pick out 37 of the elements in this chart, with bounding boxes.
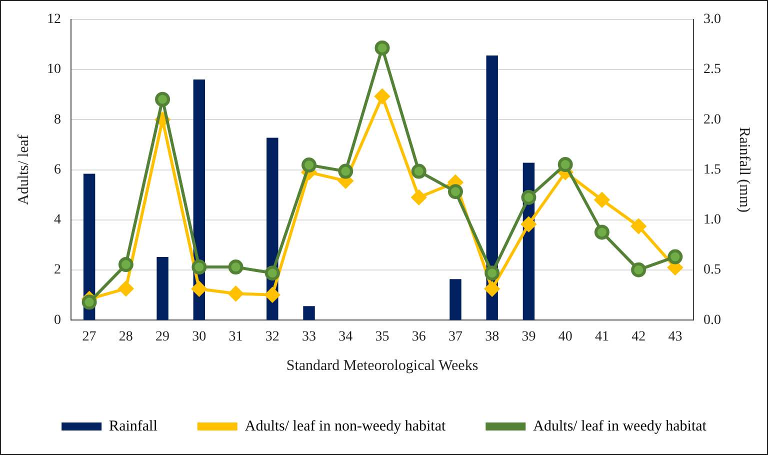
x-tick-label: 29 bbox=[156, 329, 170, 344]
x-tick-label: 38 bbox=[485, 329, 500, 344]
x-tick-label: 28 bbox=[118, 329, 133, 344]
x-tick-label: 31 bbox=[228, 329, 243, 344]
y-tick-label: 8 bbox=[54, 112, 61, 128]
y-tick-label: 10 bbox=[47, 62, 61, 78]
y2-axis-title: Rainfall (mm) bbox=[736, 127, 752, 213]
x-tick-label: 41 bbox=[594, 329, 609, 344]
x-tick-label: 43 bbox=[668, 329, 682, 344]
y2-tick-label: 2.5 bbox=[704, 62, 721, 78]
x-tick-label: 40 bbox=[558, 329, 572, 344]
legend-label: Adults/ leaf in weedy habitat bbox=[533, 418, 708, 434]
y2-tick-label: 1.0 bbox=[704, 212, 721, 228]
legend-label: Rainfall bbox=[109, 418, 158, 434]
y-axis-title: Adults/ leaf bbox=[16, 134, 32, 206]
x-tick-label: 33 bbox=[302, 329, 316, 344]
y-tick-label: 2 bbox=[54, 262, 61, 278]
y2-tick-label: 0.0 bbox=[704, 312, 721, 328]
x-axis-title: Standard Meteorological Weeks bbox=[286, 358, 478, 374]
x-tick-label: 37 bbox=[448, 329, 462, 344]
y-tick-label: 4 bbox=[54, 212, 61, 228]
x-tick-label: 34 bbox=[338, 329, 353, 344]
x-tick-label: 39 bbox=[522, 329, 536, 344]
x-tick-label: 30 bbox=[192, 329, 206, 344]
y2-tick-label: 3.0 bbox=[704, 12, 721, 28]
y-tick-label: 6 bbox=[54, 162, 61, 178]
x-tick-label: 42 bbox=[632, 329, 646, 344]
y2-tick-label: 1.5 bbox=[704, 162, 721, 178]
y-tick-label: 0 bbox=[54, 312, 61, 328]
x-tick-label: 36 bbox=[412, 329, 426, 344]
x-tick-label: 32 bbox=[265, 329, 280, 344]
y2-tick-label: 2.0 bbox=[704, 112, 721, 128]
y-tick-label: 12 bbox=[47, 12, 61, 28]
x-tick-label: 27 bbox=[82, 329, 96, 344]
x-tick-label: 35 bbox=[375, 329, 390, 344]
legend-label: Adults/ leaf in non-weedy habitat bbox=[244, 418, 446, 434]
y2-tick-label: 0.5 bbox=[704, 262, 721, 278]
